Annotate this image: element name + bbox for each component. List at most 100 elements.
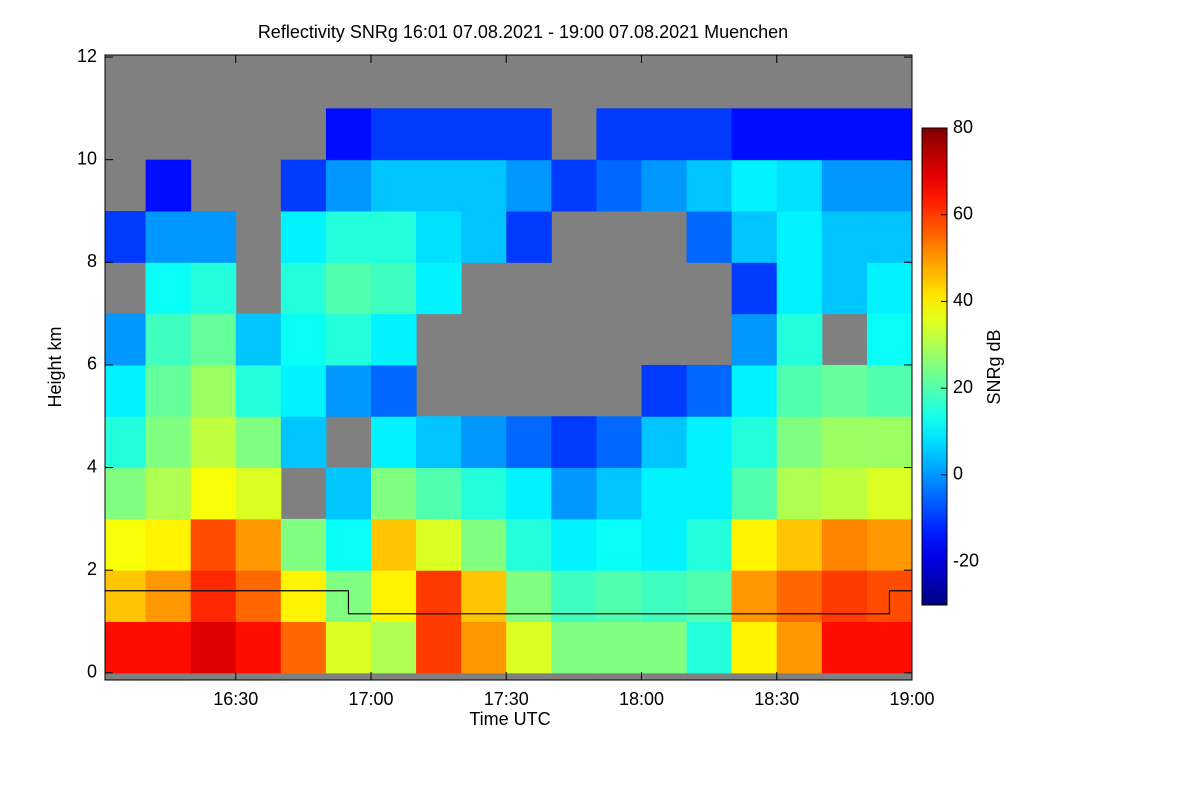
heatmap-cell bbox=[416, 159, 462, 212]
heatmap-cell bbox=[190, 570, 237, 623]
heatmap-cell bbox=[416, 210, 462, 263]
heatmap-cell bbox=[551, 518, 597, 571]
heatmap-cell bbox=[370, 416, 417, 469]
heatmap-cell bbox=[686, 159, 733, 212]
heatmap-cell bbox=[461, 518, 507, 571]
heatmap-cell bbox=[461, 108, 507, 161]
heatmap-cell bbox=[280, 621, 327, 674]
heatmap-cell bbox=[145, 159, 192, 212]
heatmap-cell bbox=[370, 262, 417, 315]
heatmap-cell bbox=[776, 210, 823, 263]
heatmap-cell bbox=[105, 364, 147, 417]
heatmap-cell bbox=[416, 108, 462, 161]
colorbar-tick-label: 20 bbox=[953, 377, 973, 397]
heatmap-cell bbox=[105, 416, 147, 469]
heatmap-cell bbox=[686, 108, 733, 161]
heatmap-cell bbox=[235, 416, 282, 469]
heatmap-cell bbox=[821, 159, 868, 212]
heatmap-cell bbox=[776, 518, 823, 571]
colorbar-tick-label: -20 bbox=[953, 550, 979, 570]
heatmap-cell bbox=[145, 210, 192, 263]
heatmap-cell bbox=[370, 518, 417, 571]
heatmap-cell bbox=[235, 621, 282, 674]
y-axis-label: Height km bbox=[45, 326, 65, 407]
heatmap-cell bbox=[280, 364, 327, 417]
heatmap-cell bbox=[821, 518, 868, 571]
heatmap-cell bbox=[461, 159, 507, 212]
colorbar-tick-label: 0 bbox=[953, 464, 963, 484]
heatmap-cell bbox=[731, 364, 778, 417]
heatmap-cell bbox=[731, 262, 778, 315]
heatmap-cell bbox=[731, 621, 778, 674]
heatmap-cell bbox=[416, 621, 462, 674]
heatmap-cell bbox=[776, 467, 823, 520]
heatmap-cell bbox=[105, 621, 147, 674]
chart-title: Reflectivity SNRg 16:01 07.08.2021 - 19:… bbox=[258, 22, 788, 42]
heatmap-cell bbox=[145, 262, 192, 315]
plot-frame bbox=[104, 54, 913, 681]
heatmap-cell bbox=[235, 518, 282, 571]
heatmap-cell bbox=[190, 262, 237, 315]
heatmap-cell bbox=[821, 210, 868, 263]
y-tick-label: 2 bbox=[87, 559, 97, 579]
heatmap-cell bbox=[190, 416, 237, 469]
heatmap-cell bbox=[506, 467, 552, 520]
y-tick-label: 8 bbox=[87, 251, 97, 271]
heatmap-cell bbox=[551, 621, 597, 674]
heatmap-cell bbox=[416, 416, 462, 469]
heatmap-cell bbox=[370, 159, 417, 212]
y-tick-label: 10 bbox=[77, 148, 97, 168]
heatmap-cell bbox=[731, 467, 778, 520]
heatmap-cell bbox=[641, 518, 688, 571]
heatmap-cell bbox=[190, 313, 237, 366]
heatmap-cell bbox=[190, 621, 237, 674]
heatmap-cell bbox=[235, 313, 282, 366]
heatmap-cell bbox=[416, 262, 462, 315]
heatmap-cell bbox=[596, 159, 642, 212]
heatmap-cell bbox=[776, 159, 823, 212]
x-tick-label: 17:00 bbox=[348, 689, 393, 709]
heatmap-cell bbox=[461, 416, 507, 469]
heatmap-cell bbox=[776, 262, 823, 315]
heatmap-cell bbox=[280, 313, 327, 366]
x-tick-label: 19:00 bbox=[889, 689, 934, 709]
heatmap-cell bbox=[506, 210, 552, 263]
heatmap-cell bbox=[280, 518, 327, 571]
heatmap-cell bbox=[461, 467, 507, 520]
heatmap-cell bbox=[686, 364, 733, 417]
heatmap-cell bbox=[506, 416, 552, 469]
heatmap-cell bbox=[506, 621, 552, 674]
heatmap-cell bbox=[731, 210, 778, 263]
heatmap-cell bbox=[105, 210, 147, 263]
heatmap-cell bbox=[190, 518, 237, 571]
heatmap-cell bbox=[641, 416, 688, 469]
heatmap-cell bbox=[370, 108, 417, 161]
y-tick-label: 6 bbox=[87, 354, 97, 374]
heatmap-cell bbox=[105, 518, 147, 571]
heatmap-cell bbox=[641, 467, 688, 520]
heatmap-cell bbox=[821, 364, 868, 417]
heatmap-cell bbox=[866, 364, 912, 417]
heatmap-cell bbox=[105, 467, 147, 520]
heatmap-cell bbox=[370, 467, 417, 520]
heatmap-cell bbox=[731, 159, 778, 212]
x-tick-label: 17:30 bbox=[484, 689, 529, 709]
heatmap-cell bbox=[325, 364, 372, 417]
heatmap-cell bbox=[686, 621, 733, 674]
heatmap-cell bbox=[190, 210, 237, 263]
heatmap-cell bbox=[325, 621, 372, 674]
heatmap-cell bbox=[506, 518, 552, 571]
colorbar-tick-label: 60 bbox=[953, 203, 973, 223]
heatmap-cell bbox=[866, 210, 912, 263]
heatmap-cell bbox=[551, 416, 597, 469]
heatmap-cell bbox=[461, 621, 507, 674]
heatmap-cell bbox=[280, 416, 327, 469]
x-tick-label: 18:00 bbox=[619, 689, 664, 709]
heatmap-cell bbox=[325, 210, 372, 263]
heatmap-cell bbox=[731, 108, 778, 161]
heatmap-cell bbox=[370, 621, 417, 674]
heatmap-cell bbox=[280, 210, 327, 263]
heatmap-cell bbox=[325, 159, 372, 212]
heatmap-cell bbox=[596, 467, 642, 520]
